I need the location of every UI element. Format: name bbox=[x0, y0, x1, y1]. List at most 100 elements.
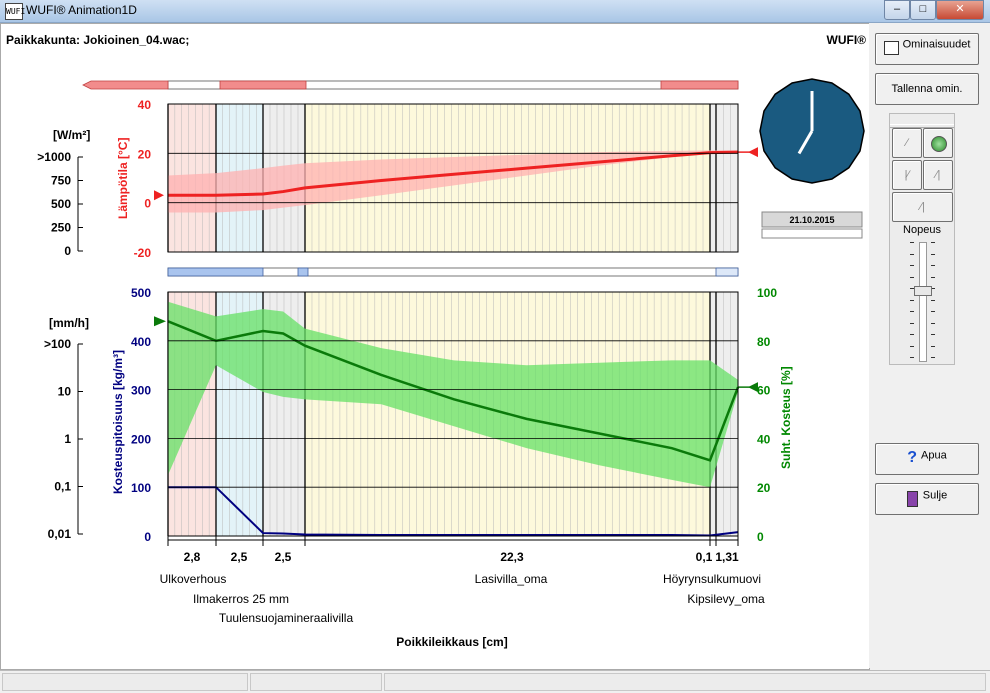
clock: 21.10.2015 bbox=[759, 78, 865, 239]
rh-curve bbox=[167, 320, 740, 462]
temperature-tick-label: -20 bbox=[134, 246, 152, 260]
rewind-button[interactable]: ∕ bbox=[892, 128, 922, 158]
status-bar bbox=[0, 670, 990, 693]
temperature-curve bbox=[168, 150, 739, 197]
player-panel: ∕ |∕ ∕| ∕| Nopeus bbox=[889, 113, 955, 365]
rh-tick-label: 40 bbox=[757, 432, 771, 446]
save-properties-button[interactable]: Tallenna omin. bbox=[875, 73, 979, 105]
help-icon: ? bbox=[907, 449, 918, 466]
speed-tick bbox=[910, 357, 914, 358]
temperature-axis-title: Lämpötila [°C] bbox=[116, 138, 130, 219]
temperature-tick-label: 0 bbox=[144, 197, 151, 211]
close-button-label: Sulje bbox=[922, 489, 948, 502]
temperature-plot-frame bbox=[167, 103, 739, 253]
speed-slider-track[interactable] bbox=[919, 242, 927, 362]
band-segment-right bbox=[715, 267, 739, 277]
maximize-button[interactable]: □ bbox=[910, 0, 936, 20]
stop-icon bbox=[931, 136, 947, 152]
water-content-tick-label: 100 bbox=[131, 481, 151, 495]
speed-tick bbox=[931, 311, 935, 312]
band-segment bbox=[167, 267, 264, 277]
rh-axis-title: Suht. Kosteus [%] bbox=[779, 366, 793, 469]
date-box bbox=[761, 211, 863, 228]
help-button-label: Apua bbox=[921, 449, 947, 462]
last-step-button[interactable]: ∕| bbox=[923, 160, 953, 190]
layer-name: Lasivilla_oma bbox=[475, 572, 548, 586]
animation-plot: Paikkakunta: Jokioinen_04.wac; WUFI® 40 2… bbox=[6, 33, 866, 649]
rain-scale-label: >100 bbox=[44, 337, 71, 351]
close-window-button[interactable]: ✕ bbox=[936, 0, 984, 20]
radiation-scale-label: [W/m²] bbox=[53, 128, 90, 142]
step-icon: ∕| bbox=[920, 201, 925, 213]
minimize-button[interactable]: – bbox=[884, 0, 910, 20]
layer-labels: 2,8 2,5 2,5 22,3 0,1 1,31 Ulkoverhous Ilmakerro… bbox=[160, 536, 765, 625]
rh-tick-label: 60 bbox=[757, 384, 771, 398]
radiation-scale-label: 0 bbox=[64, 244, 71, 258]
speed-tick bbox=[931, 357, 935, 358]
speed-tick bbox=[910, 322, 914, 324]
curves bbox=[154, 147, 758, 537]
temp-boundary-left-marker bbox=[154, 190, 164, 201]
layer-name: Kipsilevy_oma bbox=[687, 592, 765, 606]
x-axis-title: Poikkileikkaus [cm] bbox=[396, 635, 507, 649]
radiation-scale-label: >1000 bbox=[37, 150, 71, 164]
properties-icon bbox=[883, 41, 899, 55]
status-pane-3 bbox=[384, 673, 986, 691]
layer-fill bbox=[716, 104, 738, 252]
rain-scale-label: 1 bbox=[64, 432, 71, 446]
progress-bar bbox=[761, 228, 863, 239]
radiation-scale-label: 750 bbox=[51, 174, 71, 188]
moisture-surface-band bbox=[167, 267, 739, 277]
speed-tick bbox=[910, 345, 914, 347]
stop-button[interactable] bbox=[923, 128, 953, 158]
player-divider bbox=[890, 124, 954, 128]
plot-area: Paikkakunta: Jokioinen_04.wac; WUFI® 40 2… bbox=[0, 23, 870, 670]
speed-tick bbox=[910, 311, 914, 312]
moisture-plot-frame bbox=[167, 291, 739, 537]
temperature-tick-label: 40 bbox=[138, 98, 152, 112]
sidebar: Ominaisuudet Tallenna omin. ∕ |∕ ∕| ∕| N… bbox=[869, 23, 990, 668]
help-button[interactable]: ? Apua bbox=[875, 443, 979, 475]
window-title: WUFI® Animation1D bbox=[26, 3, 137, 17]
first-step-icon: |∕ bbox=[904, 169, 910, 181]
temperature-surface-band bbox=[82, 80, 739, 90]
water-content-axis-title: Kosteuspitoisuus [kg/m³] bbox=[111, 350, 125, 494]
water-content-curve bbox=[168, 486, 739, 537]
speed-slider-thumb[interactable] bbox=[914, 286, 932, 296]
rain-scale-label: 10 bbox=[58, 385, 72, 399]
speed-tick bbox=[910, 334, 914, 335]
speed-tick bbox=[931, 299, 935, 301]
rewind-icon: ∕ bbox=[906, 137, 908, 149]
layer-thickness: 2,5 bbox=[231, 550, 248, 564]
temperature-tick-label: 20 bbox=[138, 147, 152, 161]
layer-name: Ilmakerros 25 mm bbox=[193, 592, 289, 606]
speed-tick bbox=[910, 276, 914, 278]
rh-boundary-left-marker bbox=[154, 316, 166, 327]
layer-name: Höyrynsulkumuovi bbox=[663, 572, 761, 586]
speed-slider-ticks bbox=[890, 242, 954, 362]
layer-fill bbox=[710, 104, 716, 252]
water-content-tick-label: 300 bbox=[131, 384, 151, 398]
layer-thickness: 2,8 bbox=[184, 550, 201, 564]
status-pane-2 bbox=[250, 673, 382, 691]
step-button[interactable]: ∕| bbox=[892, 192, 953, 222]
exit-icon bbox=[906, 491, 918, 507]
rh-tick-label: 0 bbox=[757, 530, 764, 544]
temperature-range-area bbox=[168, 150, 738, 213]
speed-label: Nopeus bbox=[903, 224, 941, 236]
speed-tick bbox=[931, 345, 935, 347]
temp-boundary-right-marker bbox=[748, 147, 758, 158]
properties-button-label: Ominaisuudet bbox=[902, 38, 971, 51]
status-pane-1 bbox=[2, 673, 248, 691]
speed-tick bbox=[931, 334, 935, 335]
clock-date: 21.10.2015 bbox=[789, 215, 834, 225]
layer-thickness: 1,31 bbox=[715, 550, 739, 564]
rh-tick-label: 20 bbox=[757, 481, 771, 495]
last-step-icon: ∕| bbox=[935, 169, 941, 181]
speed-tick bbox=[931, 276, 935, 278]
properties-button[interactable]: Ominaisuudet bbox=[875, 33, 979, 65]
first-step-button[interactable]: |∕ bbox=[892, 160, 922, 190]
close-button[interactable]: Sulje bbox=[875, 483, 979, 515]
speed-tick bbox=[910, 299, 914, 301]
